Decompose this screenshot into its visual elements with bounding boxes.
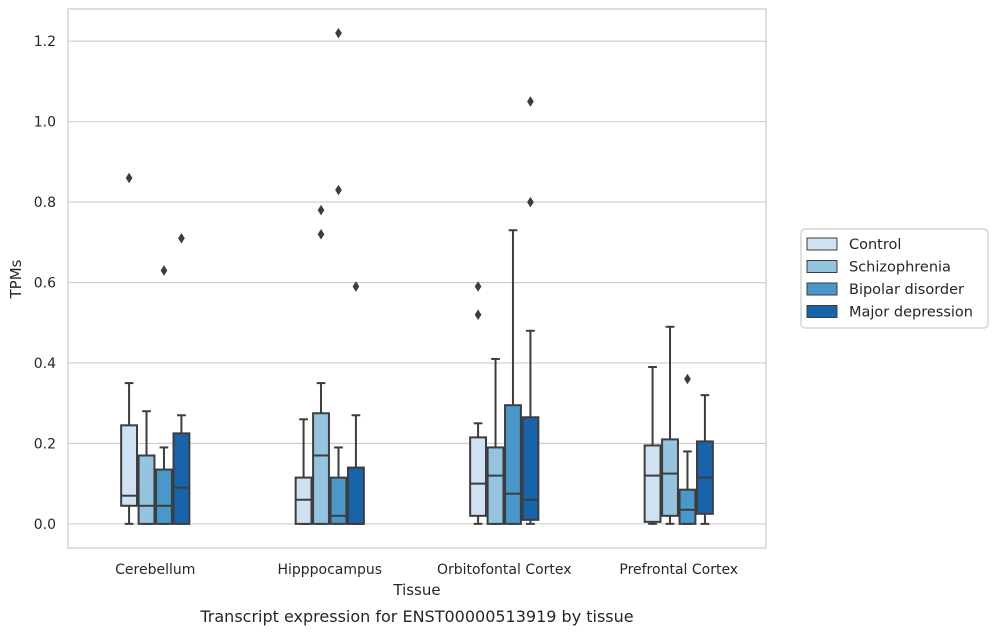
box	[469, 436, 487, 517]
outlier-point	[160, 265, 168, 276]
outlier-point	[178, 233, 185, 244]
box-1-3	[347, 281, 365, 525]
y-axis-label: TPMs	[7, 259, 25, 299]
box	[504, 404, 522, 525]
legend-frame	[800, 228, 989, 329]
y-tick-label: 0.2	[34, 436, 56, 452]
box-3-2	[678, 373, 697, 525]
box-2-1	[486, 357, 505, 525]
box-1-2	[329, 27, 348, 525]
box-groups	[120, 27, 714, 525]
y-tick-label: 0.0	[34, 517, 56, 533]
box-1-1	[312, 204, 330, 525]
legend-label: Control	[849, 237, 901, 253]
box	[137, 454, 156, 525]
legend-swatch	[806, 237, 838, 251]
legend-label: Major depression	[849, 305, 973, 321]
x-axis-label: Tissue	[392, 581, 440, 599]
box-0-0	[120, 172, 139, 525]
box	[172, 432, 191, 525]
box-0-2	[155, 265, 173, 525]
box	[643, 444, 662, 523]
outlier-point	[317, 204, 325, 216]
box	[155, 468, 173, 525]
box	[294, 476, 313, 525]
x-tick-label: Hipppocampus	[277, 562, 382, 578]
y-tick-label: 0.6	[34, 276, 56, 292]
box	[347, 466, 365, 525]
box	[661, 438, 679, 517]
box-0-1	[137, 410, 156, 525]
outlier-point	[352, 281, 360, 292]
outlier-point	[684, 373, 691, 385]
outlier-point	[335, 184, 342, 196]
x-tick-label: Prefrontal Cortex	[619, 562, 738, 578]
y-tick-label: 0.4	[34, 356, 56, 372]
legend-label: Schizophrenia	[849, 260, 951, 276]
outlier-point	[474, 281, 482, 292]
x-tick-labels: Cerebellum Hipppocampus Orbitofontal Corte…	[115, 562, 738, 578]
box	[521, 416, 540, 521]
outlier-point	[527, 196, 534, 208]
y-tick-label: 1.0	[34, 115, 56, 131]
legend-swatch	[806, 282, 838, 296]
box	[678, 488, 697, 525]
box	[120, 424, 139, 507]
box-0-3	[172, 233, 191, 525]
box	[312, 412, 330, 525]
box-3-3	[696, 394, 714, 525]
legend-swatch	[806, 305, 838, 318]
outlier-point	[317, 229, 325, 240]
box	[329, 476, 348, 525]
plot-frame	[67, 8, 767, 549]
chart-caption: Transcript expression for ENST0000051391…	[199, 607, 633, 626]
legend-swatch	[806, 260, 838, 273]
legend: Control Schizophrenia Bipolar disorder Majo…	[800, 228, 989, 329]
outlier-point	[474, 309, 482, 320]
y-tick-labels: 0.0 0.2 0.4 0.6 0.8 1.0 1.2	[34, 34, 56, 533]
y-tick-label: 0.8	[34, 195, 56, 211]
y-tick-label: 1.2	[34, 34, 56, 50]
outlier-point	[335, 27, 342, 39]
box-2-3	[521, 96, 540, 525]
box	[486, 446, 505, 525]
box-2-2	[504, 229, 522, 525]
x-tick-label: Orbitofontal Cortex	[437, 562, 572, 578]
outlier-point	[125, 172, 133, 184]
box-3-1	[661, 325, 679, 525]
box-1-0	[294, 418, 313, 525]
x-tick-label: Cerebellum	[115, 562, 195, 578]
outlier-point	[527, 96, 534, 107]
box-2-0	[469, 281, 487, 525]
box-3-0	[643, 365, 662, 525]
legend-label: Bipolar disorder	[849, 282, 964, 298]
